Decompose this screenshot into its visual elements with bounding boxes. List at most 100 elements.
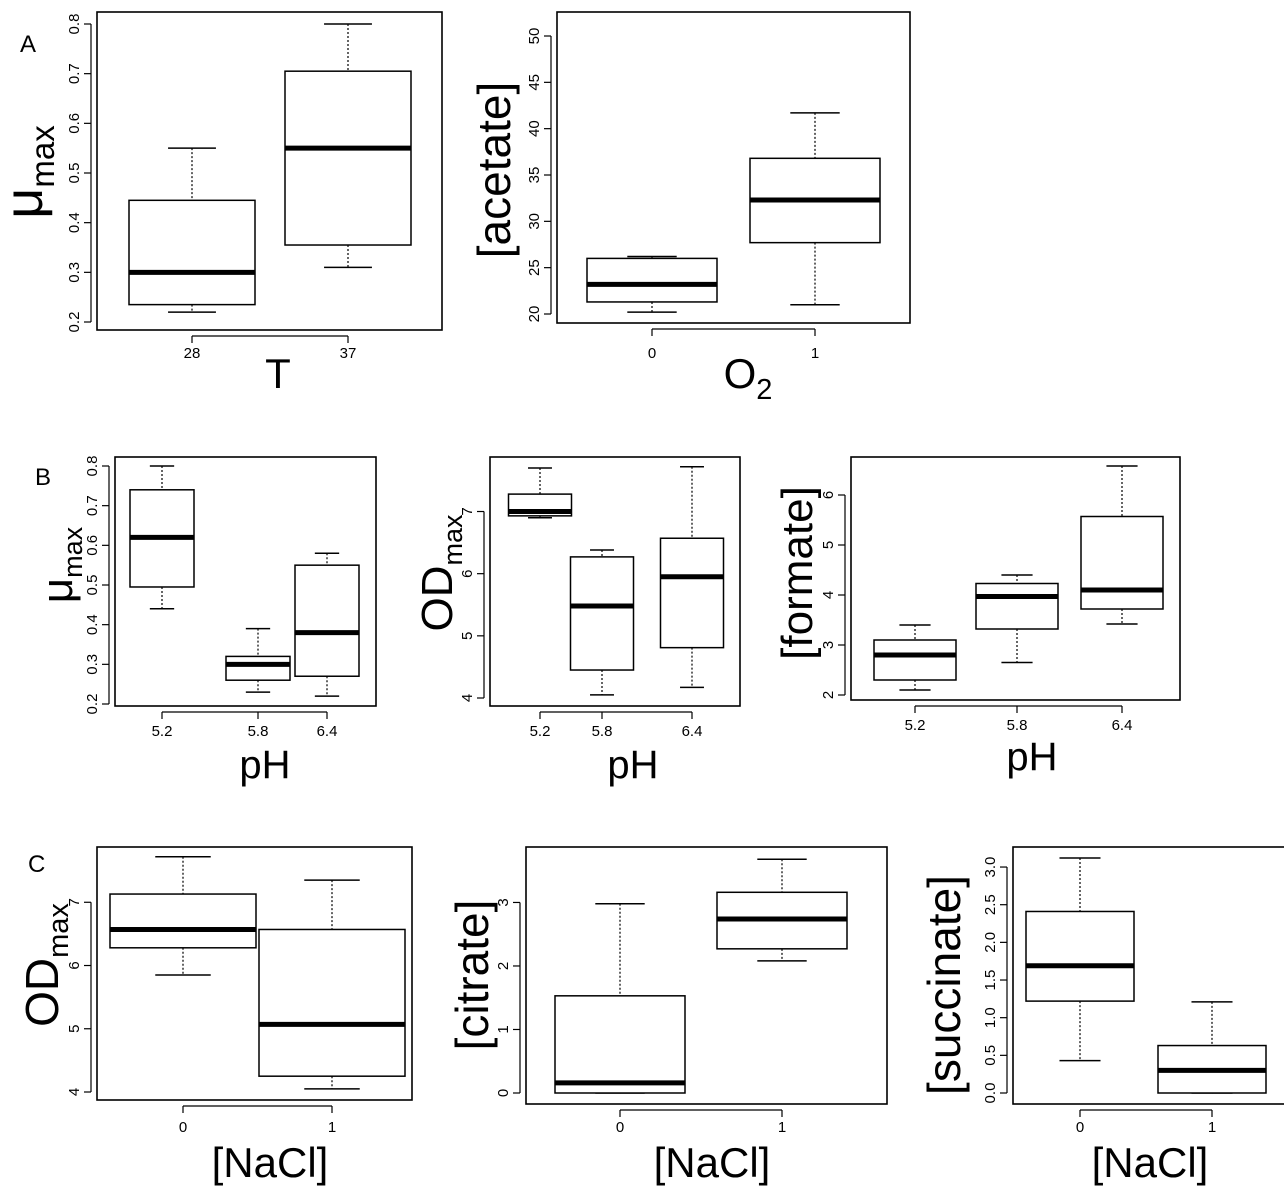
x-axis-title-main: T xyxy=(265,350,291,397)
y-tick-label: 30 xyxy=(526,213,543,230)
y-tick-label: 0.3 xyxy=(66,262,83,283)
x-axis-title: [NaCl] xyxy=(1092,1139,1209,1186)
y-axis-title: μmax xyxy=(33,526,88,603)
x-axis-title-main: pH xyxy=(1006,735,1057,779)
x-tick-label: 1 xyxy=(811,345,819,362)
boxplot-1: 0.2 0.3 0.4 0.5 0.6 0.7 0.8 28 37 μmax T xyxy=(0,11,443,397)
y-axis-title-main: [succinate] xyxy=(918,875,970,1095)
plots: 0.20.30.40.50.60.70.828 37μmaxT2025303540… xyxy=(0,11,1284,1186)
plot-frame xyxy=(96,11,443,331)
y-axis-title: ODmax xyxy=(413,514,468,632)
y-axis-title-subscript: max xyxy=(58,526,88,578)
iqr-box xyxy=(1080,515,1164,610)
y-tick-label: 1 xyxy=(495,1025,512,1033)
iqr-box xyxy=(109,893,257,949)
box-5.2 xyxy=(507,467,573,519)
y-tick-label: 20 xyxy=(526,306,543,323)
x-tick-label: 37 xyxy=(340,345,357,362)
box-1 xyxy=(1157,1001,1267,1094)
y-axis-title: μmax xyxy=(0,125,61,219)
y-tick-label: 0.6 xyxy=(84,535,101,556)
boxplot-5: 2 3 4 5 6 5.2 5.8 6.4 [formate] pH xyxy=(773,456,1181,779)
y-axis-title: ODmax xyxy=(16,903,75,1027)
y-tick-label: 45 xyxy=(526,74,543,91)
x-tick-label: 5.8 xyxy=(592,723,613,740)
iqr-box xyxy=(1025,910,1135,1002)
y-tick-label: 0.4 xyxy=(84,614,101,635)
y-tick-label: 0.2 xyxy=(84,694,101,715)
y-tick-label: 5 xyxy=(459,632,476,640)
x-axis-title: [NaCl] xyxy=(212,1139,329,1186)
y-tick-label: 1.5 xyxy=(982,970,999,991)
plot-frame xyxy=(850,456,1181,701)
x-axis-title-main: pH xyxy=(607,743,658,787)
y-tick-label: 2 xyxy=(820,691,837,699)
y-tick-label: 50 xyxy=(526,28,543,45)
x-tick-label: 1 xyxy=(328,1119,336,1136)
y-axis-title-subscript: max xyxy=(438,514,468,566)
iqr-box xyxy=(128,199,256,306)
x-axis-title-main: [NaCl] xyxy=(654,1139,771,1186)
iqr-box xyxy=(569,556,635,671)
box-5.2 xyxy=(129,465,195,610)
x-axis-title-subscript: 2 xyxy=(756,374,772,406)
panel-letter-c: C xyxy=(28,851,45,878)
box-0 xyxy=(109,855,257,976)
x-tick-label: 28 xyxy=(184,345,201,362)
y-tick-label: 7 xyxy=(459,507,476,515)
plot-frame xyxy=(489,456,741,707)
x-tick-label: 5.8 xyxy=(248,723,269,740)
y-tick-label: 0.5 xyxy=(982,1045,999,1066)
y-tick-label: 0.8 xyxy=(84,456,101,477)
y-axis-title: [formate] xyxy=(773,486,822,660)
y-tick-label: 0.4 xyxy=(66,212,83,233)
boxplot-2: 20 25 30 35 40 45 50 0 1 [acetate] O2 xyxy=(468,11,911,406)
x-tick-label: 6.4 xyxy=(317,723,338,740)
iqr-box xyxy=(258,928,406,1077)
box-28 xyxy=(128,147,256,313)
y-tick-label: 0.7 xyxy=(84,495,101,516)
y-tick-label: 0.8 xyxy=(66,14,83,35)
y-axis-title-main: [formate] xyxy=(773,486,822,660)
box-6.4 xyxy=(659,466,725,689)
y-tick-label: 35 xyxy=(526,167,543,184)
y-tick-label: 4 xyxy=(66,1088,83,1096)
x-tick-label: 6.4 xyxy=(682,723,703,740)
x-axis-title-main: O xyxy=(724,350,757,397)
iqr-box xyxy=(284,70,412,246)
box-0 xyxy=(554,902,686,1094)
y-axis-title-main: μ xyxy=(33,578,82,603)
y-axis-title: [citrate] xyxy=(446,900,498,1051)
y-axis-title: [acetate] xyxy=(468,82,520,258)
y-tick-label: 1.0 xyxy=(982,1007,999,1028)
y-tick-label: 3 xyxy=(495,898,512,906)
y-tick-label: 0.3 xyxy=(84,654,101,675)
x-tick-label: 5.2 xyxy=(152,723,173,740)
iqr-box xyxy=(873,639,957,681)
plot-frame xyxy=(114,456,377,707)
y-tick-label: 0.6 xyxy=(66,113,83,134)
iqr-box xyxy=(659,537,725,649)
x-tick-label: 5.2 xyxy=(905,717,926,734)
y-axis-title-main: [acetate] xyxy=(468,82,520,258)
y-tick-label: 3 xyxy=(820,641,837,649)
y-tick-label: 0.0 xyxy=(982,1083,999,1104)
y-tick-label: 40 xyxy=(526,120,543,137)
y-tick-label: 4 xyxy=(820,591,837,599)
x-axis-title: T xyxy=(265,350,291,397)
panel-letter-b: B xyxy=(35,464,51,491)
x-axis-title: O2 xyxy=(724,350,773,406)
boxplot-8: 0.0 0.5 1.0 1.5 2.0 2.5 3.0 0 1 [succinate] [NaCl] xyxy=(918,846,1284,1186)
x-tick-label: 0 xyxy=(616,1119,624,1136)
iqr-box xyxy=(975,582,1059,630)
iqr-box xyxy=(294,564,360,677)
plot-frame xyxy=(525,846,888,1105)
box-0 xyxy=(586,255,718,313)
panel-letter-a: A xyxy=(20,31,36,58)
x-tick-label: 1 xyxy=(778,1119,786,1136)
y-tick-label: 0.7 xyxy=(66,63,83,84)
y-tick-label: 7 xyxy=(66,898,83,906)
boxplot-3: 0.2 0.3 0.4 0.5 0.6 0.7 0.8 5.2 5.8 6.4 μmax pH xyxy=(33,456,377,787)
box-5.2 xyxy=(873,624,957,691)
